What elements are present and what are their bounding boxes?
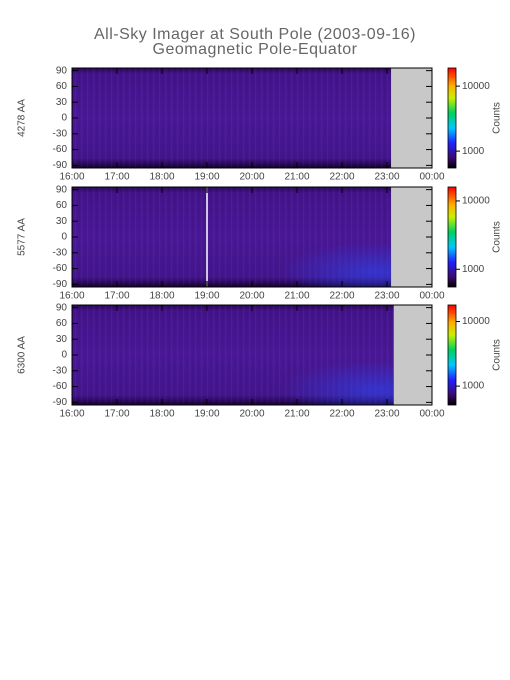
x-tick-label: 19:00 <box>194 172 219 183</box>
x-tick-label: 23:00 <box>374 409 399 420</box>
x-tick-label: 21:00 <box>284 172 309 183</box>
x-tick-label: 17:00 <box>104 409 129 420</box>
y-tick-label: 0 <box>61 350 67 361</box>
x-tick-label: 00:00 <box>419 172 444 183</box>
y-tick-label: 90 <box>56 184 68 195</box>
x-tick-label: 17:00 <box>104 291 129 302</box>
colorbar-label: Counts <box>492 339 503 371</box>
x-tick-label: 00:00 <box>419 409 444 420</box>
y-tick-label: 90 <box>56 302 68 313</box>
y-tick-label: -90 <box>53 397 68 408</box>
x-tick-label: 23:00 <box>374 291 399 302</box>
x-tick-label: 22:00 <box>329 291 354 302</box>
y-tick-label: -60 <box>53 263 68 274</box>
y-tick-label: 30 <box>56 97 68 108</box>
colorbar <box>447 67 457 169</box>
x-tick-label: 17:00 <box>104 172 129 183</box>
x-tick-label: 20:00 <box>239 409 264 420</box>
y-axis-label: 5577 AA <box>17 218 28 256</box>
y-tick-label: 90 <box>56 65 68 76</box>
x-tick-label: 00:00 <box>419 291 444 302</box>
y-tick-label: -30 <box>53 247 68 258</box>
x-tick-label: 23:00 <box>374 172 399 183</box>
y-tick-label: 0 <box>61 232 67 243</box>
colorbar-tick-label: 1000 <box>462 381 485 392</box>
x-tick-label: 18:00 <box>149 409 174 420</box>
y-tick-label: -30 <box>53 128 68 139</box>
x-tick-label: 21:00 <box>284 291 309 302</box>
x-tick-label: 16:00 <box>59 409 84 420</box>
y-tick-label: 30 <box>56 334 68 345</box>
colorbar-label: Counts <box>492 102 503 134</box>
y-tick-label: 60 <box>56 81 68 92</box>
colorbar-tick-label: 1000 <box>462 146 485 157</box>
x-tick-label: 22:00 <box>329 409 354 420</box>
colorbar-tick-label: 10000 <box>462 316 490 327</box>
heatmap-texture <box>72 68 392 168</box>
x-tick-label: 19:00 <box>194 409 219 420</box>
y-tick-label: -60 <box>53 381 68 392</box>
subtitle: Geomagnetic Pole-Equator <box>153 41 358 58</box>
title: All-Sky Imager at South Pole (2003-09-16… <box>94 26 416 43</box>
x-tick-label: 22:00 <box>329 172 354 183</box>
colorbar-tick-label: 10000 <box>462 81 490 92</box>
y-tick-label: -60 <box>53 144 68 155</box>
colorbar <box>447 186 457 288</box>
x-tick-label: 18:00 <box>149 291 174 302</box>
y-tick-label: -30 <box>53 365 68 376</box>
colorbar-tick-label: 10000 <box>462 196 490 207</box>
colorbar-tick-label: 1000 <box>462 264 485 275</box>
colorbar <box>447 304 457 406</box>
x-tick-label: 18:00 <box>149 172 174 183</box>
y-tick-label: 60 <box>56 318 68 329</box>
y-tick-label: 60 <box>56 200 68 211</box>
y-tick-label: 30 <box>56 216 68 227</box>
heatmap-glow <box>72 187 392 287</box>
x-tick-label: 21:00 <box>284 409 309 420</box>
colorbar-label: Counts <box>492 221 503 253</box>
y-tick-label: -90 <box>53 279 68 290</box>
y-axis-label: 6300 AA <box>17 336 28 374</box>
y-axis-label: 4278 AA <box>17 99 28 137</box>
heatmap-glow <box>72 305 394 405</box>
y-tick-label: 0 <box>61 113 67 124</box>
x-tick-label: 19:00 <box>194 291 219 302</box>
y-tick-label: -90 <box>53 160 68 171</box>
x-tick-label: 16:00 <box>59 291 84 302</box>
x-tick-label: 20:00 <box>239 172 264 183</box>
x-tick-label: 16:00 <box>59 172 84 183</box>
x-tick-label: 20:00 <box>239 291 264 302</box>
